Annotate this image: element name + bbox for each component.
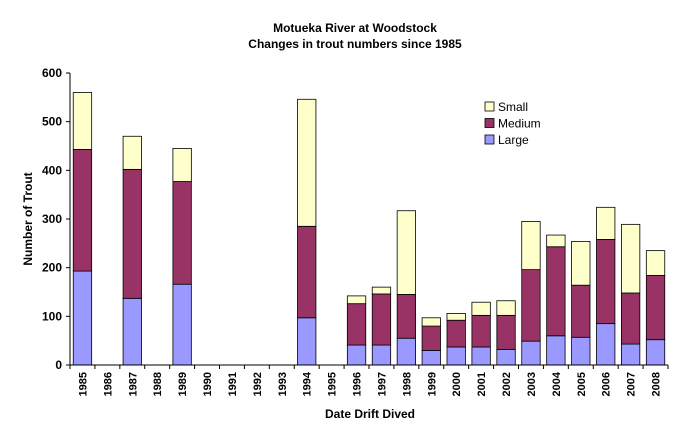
x-tick-label: 1991 xyxy=(227,372,239,396)
axes-group: 0 100 200 300 400 500 600 1985 1986 1987 1988 1989 1… xyxy=(42,66,669,396)
bar-segment-large-1997 xyxy=(371,344,392,366)
bar-segment-large-2004 xyxy=(546,335,566,366)
bar-segment-small-2001 xyxy=(471,301,491,316)
bar-segment-large-2007 xyxy=(621,343,641,366)
y-tick-label: 600 xyxy=(42,66,62,80)
bar-segment-small-1989 xyxy=(172,148,192,182)
bar-segment-medium-1997 xyxy=(371,293,392,346)
x-tick-label: 1997 xyxy=(376,372,388,396)
x-tick-label: 2006 xyxy=(601,372,613,396)
bar-segment-medium-2007 xyxy=(621,292,641,345)
bar-segment-large-2001 xyxy=(471,346,491,366)
bar-segment-medium-1985 xyxy=(72,149,93,272)
bar-segment-large-1987 xyxy=(122,297,142,366)
bar-segment-large-1996 xyxy=(346,344,367,366)
y-tick-label: 400 xyxy=(42,163,62,177)
y-tick-label: 200 xyxy=(42,261,62,275)
legend: Small Medium Large xyxy=(484,100,541,147)
x-tick-label: 2000 xyxy=(451,372,463,396)
bar-segment-large-2000 xyxy=(446,346,466,366)
bar-segment-large-2005 xyxy=(571,336,591,366)
x-tick-label: 1995 xyxy=(327,372,339,396)
bar-segment-large-2006 xyxy=(596,323,616,366)
bar-segment-small-1994 xyxy=(297,98,317,227)
bar-segment-small-1999 xyxy=(421,317,441,327)
bar-segment-medium-1987 xyxy=(122,168,142,299)
x-tick-label: 1985 xyxy=(77,372,89,396)
x-tick-label: 1989 xyxy=(177,372,189,396)
legend-label-medium: Medium xyxy=(498,117,541,131)
y-tick-label: 500 xyxy=(42,115,62,129)
bar-segment-large-1985 xyxy=(72,270,93,366)
chart-title: Motueka River at Woodstock xyxy=(273,21,437,35)
bar-segment-medium-2003 xyxy=(521,269,541,342)
bar-segment-small-2002 xyxy=(496,300,516,316)
bar-segment-small-2006 xyxy=(596,206,616,240)
y-tick-label: 0 xyxy=(55,358,62,372)
bar-segment-medium-2008 xyxy=(645,275,666,341)
bar-segment-large-1994 xyxy=(297,317,317,366)
bar-segment-medium-2006 xyxy=(596,239,616,325)
y-tick-label: 100 xyxy=(42,309,62,323)
bar-segment-large-1989 xyxy=(172,283,192,366)
bar-segment-small-1985 xyxy=(72,92,93,150)
bar-segment-small-2003 xyxy=(521,221,541,271)
bar-segment-medium-1989 xyxy=(172,181,192,285)
bar-segment-large-1999 xyxy=(421,349,441,366)
bar-segment-large-2003 xyxy=(521,340,541,366)
bar-segment-medium-1999 xyxy=(421,325,441,351)
bars-group xyxy=(72,92,666,366)
legend-label-small: Small xyxy=(498,100,528,114)
x-tick-label: 2002 xyxy=(501,372,513,396)
bar-segment-small-2000 xyxy=(446,313,466,321)
bar-segment-medium-2004 xyxy=(546,246,566,337)
legend-swatch-small xyxy=(484,101,495,112)
x-tick-label: 2007 xyxy=(626,372,638,396)
x-tick-label: 1998 xyxy=(401,372,413,396)
x-tick-label: 1994 xyxy=(302,371,314,396)
bar-segment-medium-1998 xyxy=(396,294,416,339)
bar-segment-small-2007 xyxy=(621,223,641,294)
x-tick-label: 1988 xyxy=(152,372,164,396)
bar-segment-large-1998 xyxy=(396,337,416,366)
y-tick-label: 300 xyxy=(42,212,62,226)
x-tick-label: 1987 xyxy=(127,372,139,396)
bar-segment-medium-1994 xyxy=(297,225,317,319)
legend-swatch-medium xyxy=(484,118,495,128)
bar-segment-medium-2000 xyxy=(446,319,466,348)
x-tick-label: 1986 xyxy=(102,372,114,396)
x-tick-label: 1996 xyxy=(352,372,364,396)
bar-segment-small-1997 xyxy=(371,286,392,295)
bar-segment-large-2008 xyxy=(645,339,666,366)
x-tick-label: 2001 xyxy=(476,372,488,396)
bar-segment-medium-2001 xyxy=(471,314,491,348)
bar-segment-small-2005 xyxy=(571,240,591,286)
x-tick-label: 1999 xyxy=(426,372,438,396)
x-tick-label: 1992 xyxy=(252,372,264,396)
bar-segment-small-1996 xyxy=(346,295,367,305)
chart-subtitle: Changes in trout numbers since 1985 xyxy=(248,37,462,51)
x-tick-label: 1990 xyxy=(202,372,214,396)
x-tick-label: 1993 xyxy=(277,372,289,396)
bar-segment-small-2004 xyxy=(546,234,566,248)
bar-segment-medium-2002 xyxy=(496,314,516,350)
y-axis-title: Number of Trout xyxy=(21,172,35,265)
x-tick-label: 2005 xyxy=(576,372,588,396)
bar-segment-medium-1996 xyxy=(346,303,367,346)
bar-segment-medium-2005 xyxy=(571,284,591,338)
x-tick-label: 2003 xyxy=(526,372,538,396)
legend-swatch-large xyxy=(484,134,495,145)
bar-segment-small-1998 xyxy=(396,210,416,295)
bar-segment-small-2008 xyxy=(645,250,666,276)
bar-segment-small-1987 xyxy=(122,135,142,170)
x-axis-title: Date Drift Dived xyxy=(325,407,415,421)
legend-label-large: Large xyxy=(498,133,529,147)
bar-segment-large-2002 xyxy=(496,349,516,366)
x-tick-label: 2004 xyxy=(551,371,563,396)
x-tick-label: 2008 xyxy=(651,372,663,396)
